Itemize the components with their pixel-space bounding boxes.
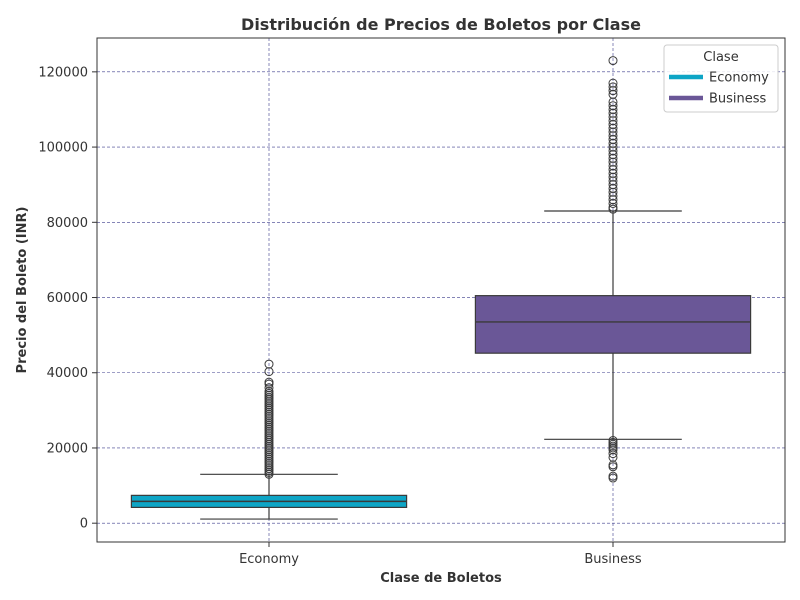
legend-title: Clase bbox=[703, 50, 738, 65]
legend-label-business: Business bbox=[709, 92, 767, 107]
outlier-point bbox=[608, 435, 618, 445]
outlier-point bbox=[264, 359, 274, 369]
x-tick-label: Economy bbox=[239, 552, 299, 567]
legend: Clase Economy Business bbox=[663, 44, 779, 113]
outlier-point bbox=[608, 471, 618, 481]
y-axis-ticks: 0 20000 40000 60000 80000 100000 120000 bbox=[38, 65, 97, 532]
box-business bbox=[474, 56, 752, 483]
y-axis-label: Precio del Boleto (INR) bbox=[15, 207, 30, 374]
legend-label-economy: Economy bbox=[709, 71, 769, 86]
x-tick-label: Business bbox=[584, 552, 642, 567]
chart-title: Distribución de Precios de Boletos por C… bbox=[241, 15, 641, 34]
y-tick-label: 120000 bbox=[38, 65, 88, 80]
outlier-point bbox=[608, 82, 618, 92]
outlier-point bbox=[608, 78, 618, 88]
x-axis-label: Clase de Boletos bbox=[380, 571, 502, 586]
box-economy bbox=[130, 359, 408, 520]
outlier-point bbox=[264, 377, 274, 387]
plot-frame bbox=[96, 37, 786, 543]
boxes bbox=[130, 56, 752, 520]
grid bbox=[97, 38, 785, 542]
y-tick-label: 20000 bbox=[47, 441, 88, 456]
x-axis-ticks: Economy Business bbox=[239, 542, 642, 567]
outlier-point bbox=[608, 101, 618, 111]
y-tick-label: 40000 bbox=[47, 366, 88, 381]
y-tick-label: 0 bbox=[80, 517, 88, 532]
iqr-box bbox=[474, 295, 752, 354]
y-tick-label: 60000 bbox=[47, 291, 88, 306]
legend-entries: Economy Business bbox=[669, 71, 769, 107]
y-tick-label: 80000 bbox=[47, 216, 88, 231]
y-tick-label: 100000 bbox=[38, 141, 88, 156]
outlier-point bbox=[264, 383, 274, 393]
outlier-point bbox=[608, 56, 618, 66]
legend-frame bbox=[663, 44, 779, 113]
